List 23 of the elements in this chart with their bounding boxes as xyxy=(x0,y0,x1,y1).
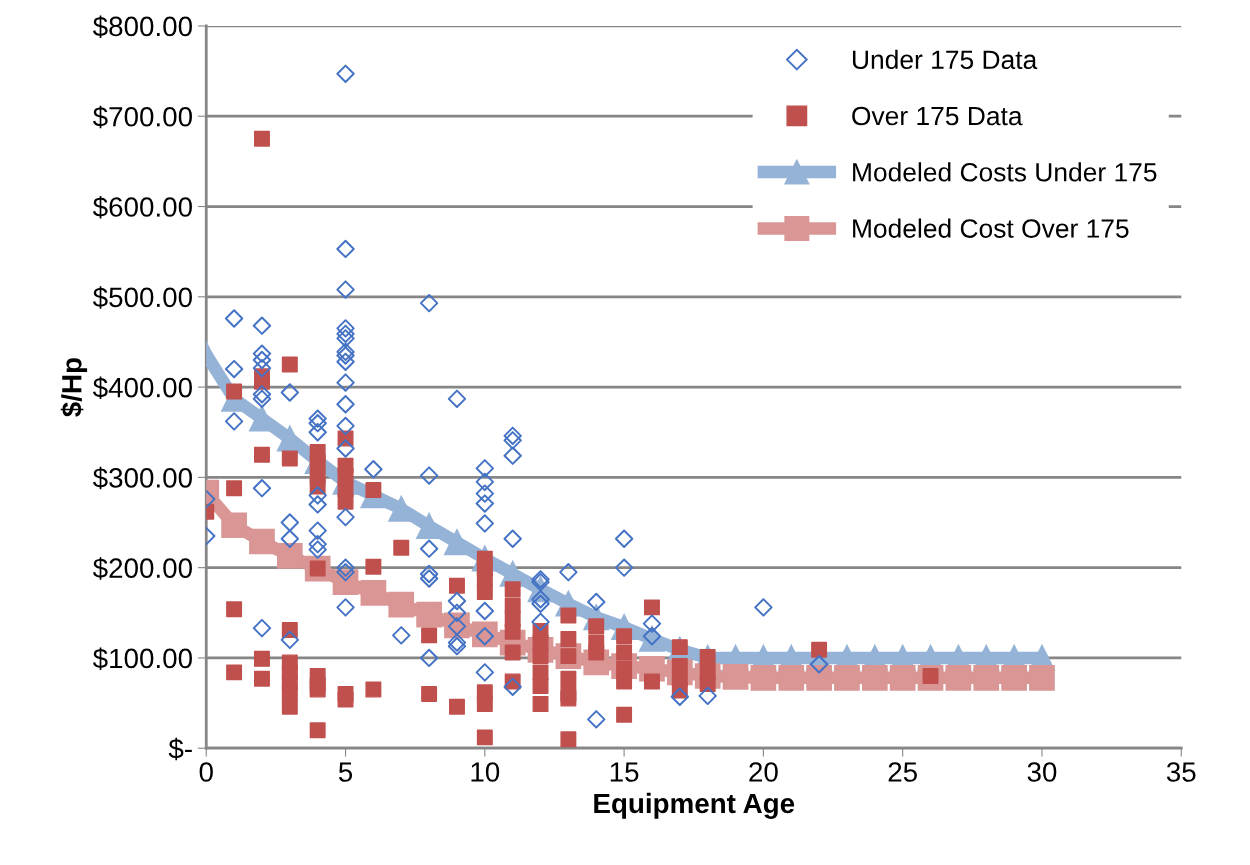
y-tick-label: $500.00 xyxy=(92,286,192,309)
legend-label: Under 175 Data xyxy=(852,49,1038,70)
y-axis-title: $/Hp xyxy=(60,358,88,417)
x-tick-label: 25 xyxy=(888,762,917,782)
legend-label: Modeled Cost Over 175 xyxy=(853,218,1129,238)
x-tick-label: 35 xyxy=(1166,762,1196,782)
legend-label: Over 175 Data xyxy=(852,106,1023,126)
y-tick-label: $600.00 xyxy=(92,196,192,219)
x-tick-label: 10 xyxy=(471,762,500,782)
y-tick-label: $800.00 xyxy=(92,15,192,38)
x-tick-label: 0 xyxy=(199,762,213,782)
y-tick-label: $300.00 xyxy=(92,466,192,490)
x-tick-label: 15 xyxy=(610,762,639,782)
y-tick-label: $200.00 xyxy=(92,557,192,580)
y-tick-label: $100.00 xyxy=(92,647,192,670)
x-tick-label: 20 xyxy=(749,762,778,782)
y-tick-label: $700.00 xyxy=(92,105,192,129)
y-tick-label: $400.00 xyxy=(92,376,192,400)
x-tick-label: 30 xyxy=(1027,762,1057,782)
x-axis-title: Equipment Age xyxy=(594,792,795,819)
x-tick-label: 5 xyxy=(338,762,353,782)
y-tick-label: $- xyxy=(168,737,192,761)
legend-label: Modeled Costs Under 175 xyxy=(853,162,1157,182)
